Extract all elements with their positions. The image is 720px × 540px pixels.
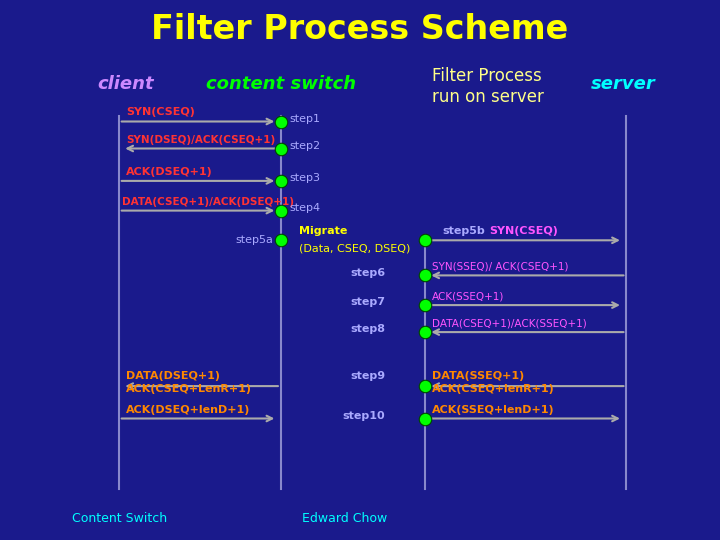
Text: content switch: content switch	[206, 75, 356, 93]
Text: step10: step10	[343, 411, 385, 421]
Text: SYN(DSEQ)/ACK(CSEQ+1): SYN(DSEQ)/ACK(CSEQ+1)	[126, 135, 275, 145]
Text: client: client	[97, 75, 154, 93]
Text: ACK(CSEQ+lenR+1): ACK(CSEQ+lenR+1)	[432, 384, 554, 394]
Text: DATA(CSEQ+1)/ACK(SSEQ+1): DATA(CSEQ+1)/ACK(SSEQ+1)	[432, 319, 587, 328]
Text: Filter Process: Filter Process	[432, 66, 541, 85]
Text: DATA(CSEQ+1)/ACK(DSEQ+1): DATA(CSEQ+1)/ACK(DSEQ+1)	[122, 197, 294, 207]
Text: ACK(DSEQ+1): ACK(DSEQ+1)	[126, 167, 212, 177]
Text: (Data, CSEQ, DSEQ): (Data, CSEQ, DSEQ)	[299, 244, 410, 253]
Text: SYN(CSEQ): SYN(CSEQ)	[490, 226, 559, 235]
Text: run on server: run on server	[432, 88, 544, 106]
Text: SYN(CSEQ): SYN(CSEQ)	[126, 107, 195, 117]
Text: ACK(SSEQ+1): ACK(SSEQ+1)	[432, 292, 505, 301]
Text: server: server	[590, 75, 655, 93]
Text: Filter Process Scheme: Filter Process Scheme	[151, 13, 569, 46]
Text: step2: step2	[289, 141, 320, 151]
Text: step9: step9	[350, 372, 385, 381]
Text: step5b: step5b	[443, 226, 485, 235]
Text: DATA(DSEQ+1): DATA(DSEQ+1)	[126, 372, 220, 381]
Text: ACK(CSEQ+LenR+1): ACK(CSEQ+LenR+1)	[126, 384, 252, 394]
Text: step4: step4	[289, 203, 320, 213]
Text: step8: step8	[350, 325, 385, 334]
Text: DATA(SSEQ+1): DATA(SSEQ+1)	[432, 372, 524, 381]
Text: ACK(DSEQ+lenD+1): ACK(DSEQ+lenD+1)	[126, 405, 251, 415]
Text: ACK(SSEQ+lenD+1): ACK(SSEQ+lenD+1)	[432, 405, 554, 415]
Text: step5a: step5a	[235, 235, 274, 245]
Text: Content Switch: Content Switch	[72, 512, 167, 525]
Text: SYN(SSEQ)/ ACK(CSEQ+1): SYN(SSEQ)/ ACK(CSEQ+1)	[432, 262, 569, 272]
Text: Migrate: Migrate	[299, 226, 347, 235]
Text: step6: step6	[350, 268, 385, 278]
Text: step1: step1	[289, 114, 320, 124]
Text: step7: step7	[350, 298, 385, 307]
Text: step3: step3	[289, 173, 320, 183]
Text: Edward Chow: Edward Chow	[302, 512, 387, 525]
